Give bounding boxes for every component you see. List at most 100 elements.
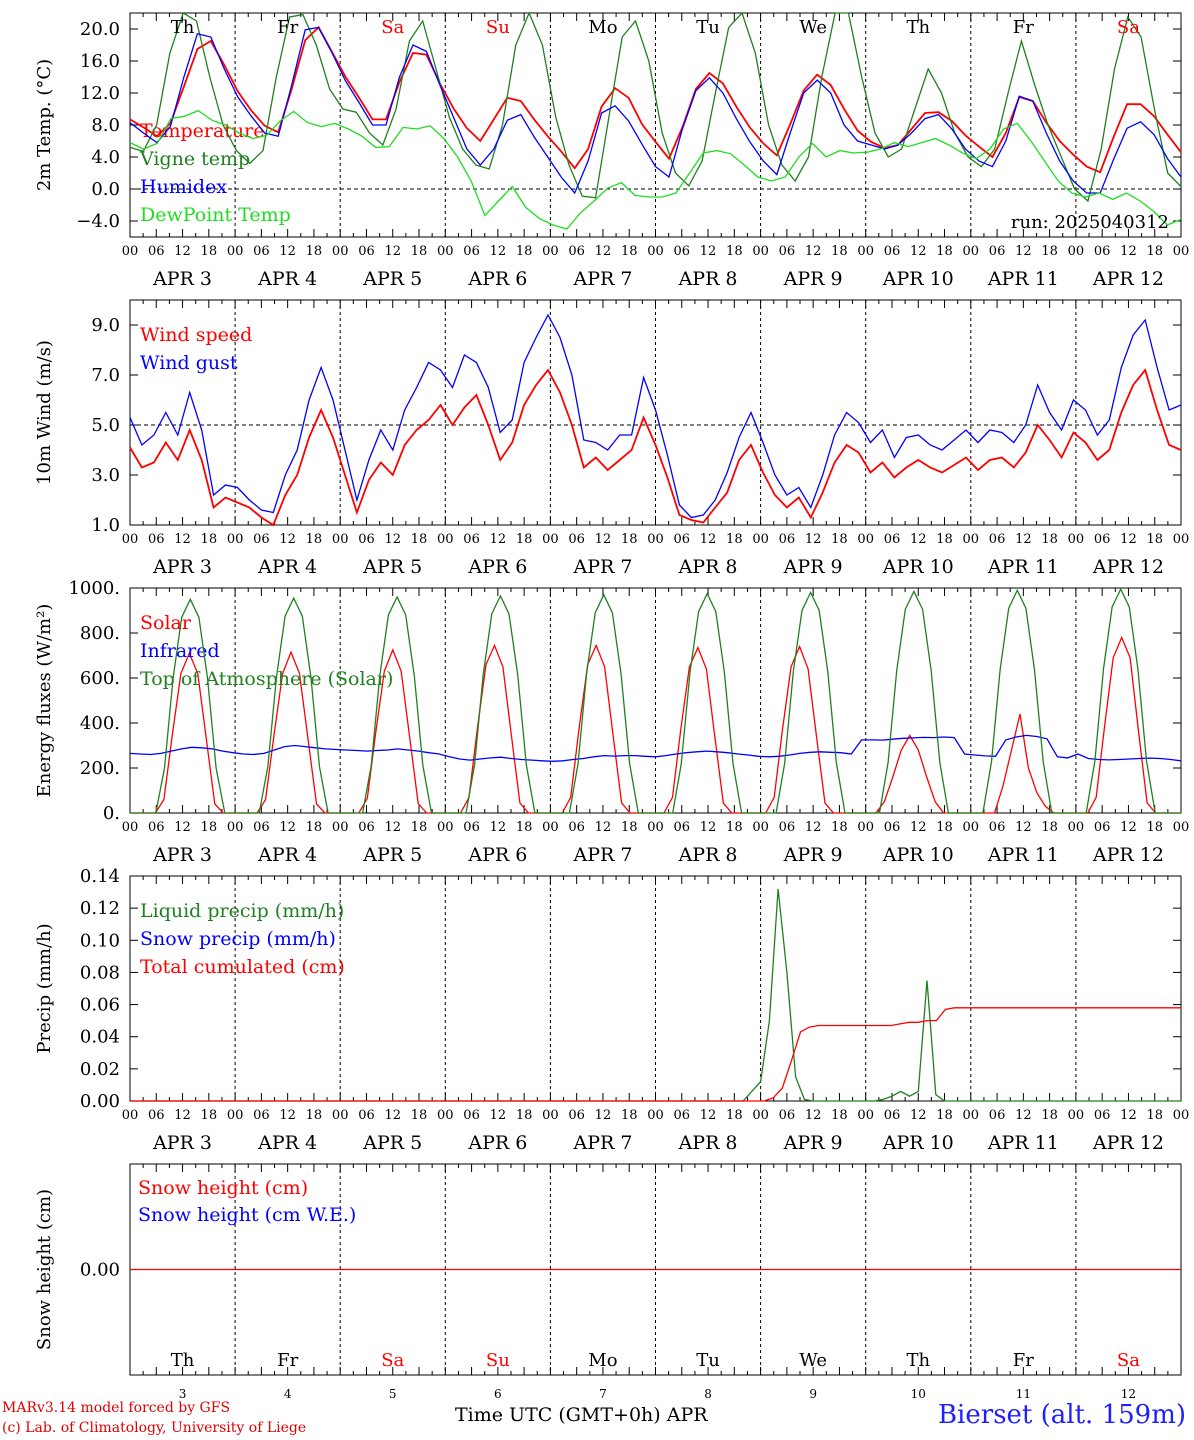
- hour-tick-label: 06: [884, 820, 901, 835]
- date-label: APR 7: [572, 556, 632, 578]
- day-number-label: 9: [809, 1387, 817, 1401]
- date-label: APR 6: [467, 268, 527, 290]
- legend-entry: Snow height (cm): [138, 1177, 308, 1199]
- hour-tick-label: 18: [1146, 532, 1163, 547]
- hour-tick-label: 12: [805, 820, 822, 835]
- hour-tick-label: 12: [279, 532, 296, 547]
- date-label: APR 4: [257, 556, 317, 578]
- day-number-label: 11: [1016, 1387, 1031, 1401]
- date-label: APR 4: [257, 1132, 317, 1154]
- date-label: APR 11: [987, 844, 1059, 866]
- weekday-label: Th: [171, 17, 195, 38]
- hour-tick-label: 18: [516, 820, 533, 835]
- hour-tick-label: 06: [568, 244, 585, 259]
- weekday-label: Tu: [696, 1350, 720, 1371]
- date-label: APR 4: [257, 844, 317, 866]
- hour-tick-label: 12: [1120, 1108, 1137, 1123]
- hour-tick-label: 00: [1068, 244, 1085, 259]
- y-tick-label: 9.0: [91, 315, 120, 336]
- hour-tick-label: 00: [647, 820, 664, 835]
- model-credit: MARv3.14 model forced by GFS: [2, 1400, 231, 1416]
- hour-tick-label: 00: [963, 1108, 980, 1123]
- hour-tick-label: 18: [936, 1108, 953, 1123]
- hour-tick-label: 12: [700, 244, 717, 259]
- hour-tick-label: 18: [411, 820, 428, 835]
- date-label: APR 3: [152, 556, 212, 578]
- weekday-label: Su: [486, 1350, 510, 1371]
- hour-tick-label: 06: [779, 1108, 796, 1123]
- y-axis-label: 10m Wind (m/s): [34, 340, 55, 485]
- hour-tick-label: 12: [384, 1108, 401, 1123]
- plot-frame: [129, 587, 1182, 814]
- hour-tick-label: 18: [831, 820, 848, 835]
- hour-tick-label: 06: [358, 1108, 375, 1123]
- hour-tick-label: 06: [148, 820, 165, 835]
- hour-tick-label: 12: [595, 1108, 612, 1123]
- hour-tick-label: 00: [1173, 1108, 1190, 1123]
- hour-tick-label: 00: [752, 532, 769, 547]
- hour-tick-label: 06: [253, 820, 270, 835]
- date-label: APR 5: [362, 844, 422, 866]
- hour-tick-label: 06: [148, 244, 165, 259]
- weekday-label: Mo: [588, 1350, 617, 1371]
- y-tick-label: −4.0: [76, 211, 120, 232]
- series-line: [129, 368, 1182, 527]
- date-label: APR 5: [362, 268, 422, 290]
- legend-entry: Snow precip (mm/h): [140, 928, 336, 950]
- y-tick-label: 0.00: [80, 1091, 120, 1112]
- weekday-label: Fr: [1013, 1350, 1034, 1371]
- hour-tick-label: 06: [779, 532, 796, 547]
- hour-tick-label: 06: [463, 532, 480, 547]
- legend-entry: Vigne temp: [139, 148, 250, 170]
- hour-tick-label: 18: [726, 1108, 743, 1123]
- hour-tick-label: 18: [621, 820, 638, 835]
- date-label: APR 8: [678, 1132, 738, 1154]
- hour-tick-label: 06: [884, 1108, 901, 1123]
- hour-tick-label: 00: [122, 532, 139, 547]
- hour-tick-label: 00: [437, 1108, 454, 1123]
- hour-tick-label: 18: [201, 820, 218, 835]
- series-line: [129, 11, 1182, 203]
- legend-entry: DewPoint Temp: [140, 204, 291, 226]
- date-label: APR 6: [467, 844, 527, 866]
- date-label: APR 11: [987, 1132, 1059, 1154]
- hour-tick-label: 18: [516, 1108, 533, 1123]
- hour-tick-label: 00: [1173, 244, 1190, 259]
- y-tick-label: 5.0: [91, 415, 120, 436]
- hour-tick-label: 18: [516, 532, 533, 547]
- hour-tick-label: 00: [227, 532, 244, 547]
- series-line: [129, 26, 1182, 195]
- hour-tick-label: 06: [358, 532, 375, 547]
- series-line: [129, 109, 1182, 230]
- legend-entry: Humidex: [140, 176, 227, 198]
- hour-tick-label: 12: [490, 820, 507, 835]
- weekday-label: Fr: [1013, 17, 1034, 38]
- hour-tick-label: 12: [1120, 244, 1137, 259]
- day-number-label: 7: [599, 1387, 607, 1401]
- hour-tick-label: 18: [1041, 1108, 1058, 1123]
- hour-tick-label: 00: [752, 1108, 769, 1123]
- hour-tick-label: 12: [1120, 820, 1137, 835]
- weekday-label: Sa: [1117, 1350, 1140, 1371]
- hour-tick-label: 18: [201, 532, 218, 547]
- hour-tick-label: 00: [1068, 820, 1085, 835]
- hour-tick-label: 00: [542, 1108, 559, 1123]
- date-label: APR 8: [678, 268, 738, 290]
- hour-tick-label: 12: [910, 532, 927, 547]
- hour-tick-label: 00: [963, 532, 980, 547]
- hour-tick-label: 00: [332, 532, 349, 547]
- y-tick-label: 0.02: [80, 1059, 120, 1080]
- legend-entry: Top of Atmosphere (Solar): [140, 668, 393, 690]
- hour-tick-label: 12: [700, 1108, 717, 1123]
- hour-tick-label: 18: [306, 244, 323, 259]
- y-axis-label: Energy fluxes (W/m²): [34, 604, 55, 798]
- date-label: APR 6: [467, 1132, 527, 1154]
- weekday-label: Sa: [381, 17, 404, 38]
- y-axis-label: 2m Temp. (°C): [34, 59, 55, 191]
- series-line: [129, 25, 1182, 174]
- hour-tick-label: 00: [227, 1108, 244, 1123]
- hour-tick-label: 18: [1041, 820, 1058, 835]
- hour-tick-label: 00: [963, 244, 980, 259]
- hour-tick-label: 12: [910, 1108, 927, 1123]
- hour-tick-label: 12: [1015, 820, 1032, 835]
